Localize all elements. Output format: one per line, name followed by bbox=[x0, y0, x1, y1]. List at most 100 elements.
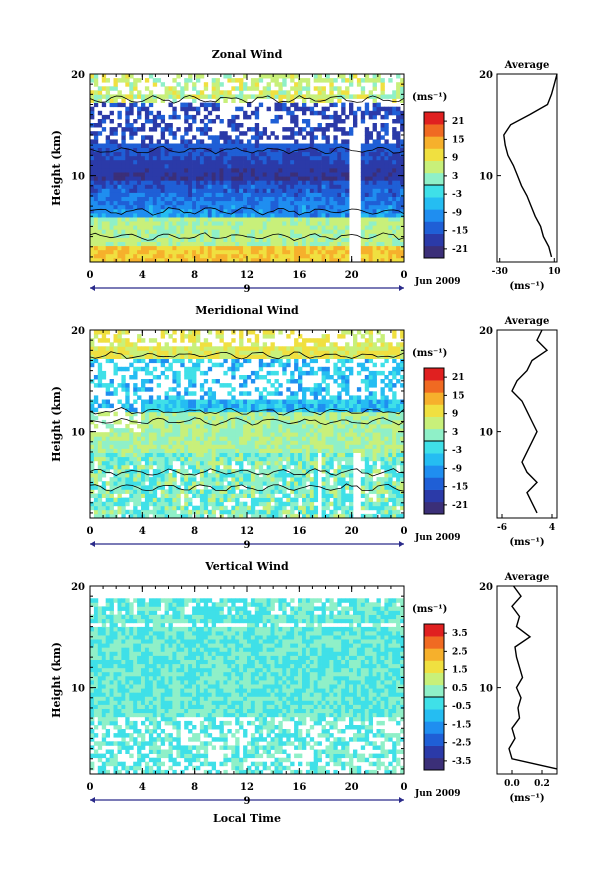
heatmap-cell bbox=[188, 509, 193, 515]
heatmap-cell bbox=[164, 391, 169, 396]
heatmap-cell bbox=[192, 114, 197, 120]
heatmap-cell bbox=[196, 481, 201, 486]
heatmap-cell bbox=[90, 233, 95, 238]
heatmap-cell bbox=[144, 196, 150, 202]
heatmap-cell bbox=[129, 131, 134, 136]
heatmap-cell bbox=[278, 204, 283, 210]
heatmap-cell bbox=[274, 407, 279, 413]
heatmap-cell bbox=[164, 346, 169, 351]
heatmap-cell bbox=[192, 379, 197, 384]
heatmap-cell bbox=[243, 74, 248, 79]
heatmap-cell bbox=[219, 151, 224, 157]
heatmap-cell bbox=[294, 350, 299, 355]
heatmap-cell bbox=[235, 143, 240, 148]
heatmap-cell bbox=[148, 233, 154, 238]
heatmap-cell bbox=[392, 225, 397, 230]
heatmap-cell bbox=[129, 229, 134, 234]
heatmap-cell bbox=[270, 229, 275, 234]
heatmap-cell bbox=[282, 155, 287, 161]
heatmap-cell bbox=[133, 204, 138, 210]
heatmap-cell bbox=[235, 456, 240, 462]
heatmap-cell bbox=[309, 127, 315, 132]
heatmap-cell bbox=[137, 168, 142, 173]
heatmap-cell bbox=[168, 208, 173, 214]
heatmap-cell bbox=[223, 415, 228, 421]
heatmap-cell bbox=[254, 159, 260, 165]
heatmap-cell bbox=[199, 440, 205, 445]
heatmap-cell bbox=[250, 493, 256, 498]
x-tick-label: 20 bbox=[345, 270, 359, 281]
heatmap-cell bbox=[219, 469, 224, 474]
heatmap-cell bbox=[278, 464, 283, 470]
heatmap-cell bbox=[156, 184, 162, 189]
heatmap-cell bbox=[270, 448, 275, 453]
heatmap-cell bbox=[97, 448, 103, 453]
heatmap-cell bbox=[305, 168, 311, 173]
heatmap-cell bbox=[270, 204, 275, 210]
heatmap-cell bbox=[270, 452, 275, 458]
heatmap-cell bbox=[239, 424, 244, 429]
heatmap-cell bbox=[278, 82, 283, 87]
heatmap-cell bbox=[156, 172, 162, 177]
heatmap-cell bbox=[388, 168, 393, 173]
heatmap-cell bbox=[270, 119, 275, 124]
heatmap-cell bbox=[199, 444, 205, 449]
heatmap-cell bbox=[376, 229, 381, 234]
heatmap-cell bbox=[160, 127, 166, 132]
heatmap-cell bbox=[113, 452, 118, 458]
heatmap-cell bbox=[247, 188, 252, 193]
heatmap-cell bbox=[113, 229, 118, 234]
heatmap-cell bbox=[345, 257, 350, 263]
heatmap-cell bbox=[298, 509, 303, 515]
heatmap-cell bbox=[231, 424, 236, 429]
heatmap-cell bbox=[113, 509, 118, 515]
heatmap-cell bbox=[227, 188, 232, 193]
heatmap-cell bbox=[239, 106, 244, 112]
heatmap-cell bbox=[215, 464, 220, 470]
heatmap-cell bbox=[219, 188, 224, 193]
heatmap-cell bbox=[196, 257, 201, 263]
heatmap-cell bbox=[203, 428, 209, 433]
heatmap-cell bbox=[93, 168, 99, 173]
heatmap-cell bbox=[266, 509, 271, 515]
heatmap-cell bbox=[345, 196, 350, 202]
heatmap-cell bbox=[93, 350, 99, 355]
heatmap-cell bbox=[188, 237, 193, 242]
heatmap-cell bbox=[184, 188, 189, 193]
heatmap-cell bbox=[270, 90, 275, 95]
heatmap-cell bbox=[329, 196, 334, 202]
heatmap-cell bbox=[184, 151, 189, 157]
heatmap-cell bbox=[302, 143, 307, 148]
heatmap-cell bbox=[113, 139, 118, 144]
heatmap-cell bbox=[360, 176, 366, 181]
heatmap-cell bbox=[384, 237, 389, 242]
heatmap-cell bbox=[392, 245, 397, 251]
heatmap-cell bbox=[113, 168, 118, 173]
heatmap-cell bbox=[278, 233, 283, 238]
heatmap-cell bbox=[184, 350, 189, 355]
heatmap-cell bbox=[329, 168, 334, 173]
heatmap-cell bbox=[274, 444, 279, 449]
heatmap-cell bbox=[188, 184, 193, 189]
heatmap-cell bbox=[90, 221, 95, 226]
contour-line bbox=[89, 145, 405, 155]
heatmap-cell bbox=[270, 346, 275, 351]
heatmap-cell bbox=[341, 159, 346, 165]
heatmap-cell bbox=[184, 407, 189, 413]
heatmap-cell bbox=[392, 127, 397, 132]
heatmap-cell bbox=[203, 208, 209, 214]
heatmap-cell bbox=[101, 217, 107, 222]
heatmap-cell bbox=[360, 249, 366, 255]
heatmap-cell bbox=[325, 139, 330, 144]
heatmap-cell bbox=[148, 221, 154, 226]
heatmap-cell bbox=[196, 509, 201, 515]
heatmap-cell bbox=[160, 358, 166, 364]
heatmap-cell bbox=[125, 497, 130, 503]
heatmap-cell bbox=[270, 383, 275, 388]
heatmap-cell bbox=[298, 233, 303, 238]
heatmap-cell bbox=[144, 473, 150, 478]
heatmap-cell bbox=[141, 419, 146, 425]
heatmap-cell bbox=[239, 419, 244, 425]
heatmap-cell bbox=[180, 163, 185, 169]
heatmap-cell bbox=[258, 135, 264, 140]
